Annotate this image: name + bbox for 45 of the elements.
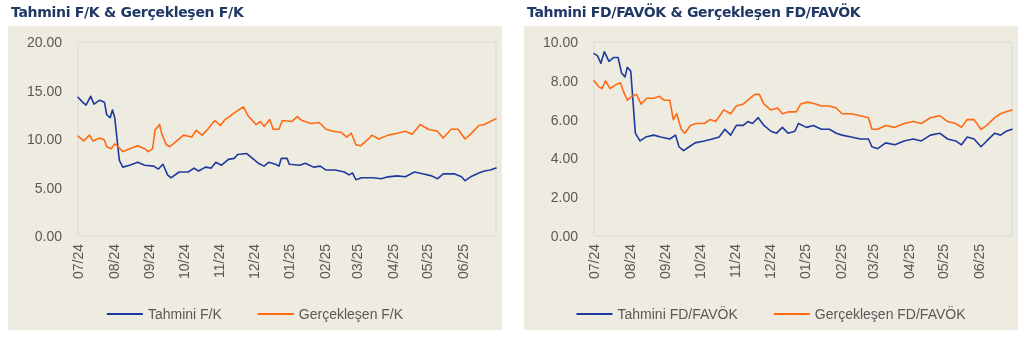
x-tick-label: 06/25 <box>970 243 987 280</box>
x-tick-label: 04/25 <box>384 243 401 280</box>
chart-title: Tahmini FD/FAVÖK & Gerçekleşen FD/FAVÖK <box>527 4 861 20</box>
legend-label: Gerçekleşen F/K <box>298 306 404 322</box>
x-tick-label: 10/24 <box>175 243 192 280</box>
x-tick-label: 02/25 <box>316 243 333 280</box>
y-tick-label: 2.00 <box>550 189 579 206</box>
x-tick-label: 10/24 <box>691 243 708 280</box>
legend-label: Tahmini FD/FAVÖK <box>617 305 739 322</box>
x-tick-label: 01/25 <box>797 243 814 280</box>
x-tick-label: 03/25 <box>865 243 882 280</box>
y-tick-label: 0.00 <box>550 228 579 244</box>
x-tick-label: 03/25 <box>349 243 366 280</box>
y-tick-label: 20.00 <box>26 34 63 50</box>
x-tick-label: 05/25 <box>935 243 952 280</box>
y-tick-label: 6.00 <box>550 111 579 128</box>
x-tick-label: 07/24 <box>586 243 602 280</box>
y-tick-label: 5.00 <box>34 179 63 196</box>
x-tick-label: 06/25 <box>454 243 471 280</box>
x-tick-label: 07/24 <box>70 243 86 280</box>
x-tick-label: 02/25 <box>832 243 849 280</box>
y-tick-label: 0.00 <box>34 228 63 244</box>
x-tick-label: 08/24 <box>105 243 122 280</box>
x-tick-label: 01/25 <box>281 243 298 280</box>
x-tick-label: 09/24 <box>657 243 674 280</box>
chart-title: Tahmini F/K & Gerçekleşen F/K <box>11 4 244 20</box>
x-tick-label: 12/24 <box>245 243 262 280</box>
y-tick-label: 4.00 <box>550 150 579 167</box>
y-tick-label: 10.00 <box>542 34 579 50</box>
line-series <box>77 106 497 153</box>
legend-label: Gerçekleşen FD/FAVÖK <box>814 305 967 322</box>
y-tick-label: 15.00 <box>26 82 63 99</box>
x-tick-label: 04/25 <box>900 243 917 280</box>
x-tick-label: 05/25 <box>419 243 436 280</box>
line-series <box>593 50 1013 152</box>
x-tick-label: 08/24 <box>621 243 638 280</box>
x-tick-label: 09/24 <box>141 243 158 280</box>
line-series <box>77 95 497 182</box>
y-tick-label: 10.00 <box>26 131 63 147</box>
y-tick-label: 8.00 <box>550 72 579 89</box>
x-tick-label: 11/24 <box>727 243 744 278</box>
line-series <box>593 80 1013 134</box>
x-tick-label: 11/24 <box>211 243 228 278</box>
x-tick-label: 12/24 <box>761 243 778 280</box>
legend-label: Tahmini F/K <box>147 306 223 322</box>
